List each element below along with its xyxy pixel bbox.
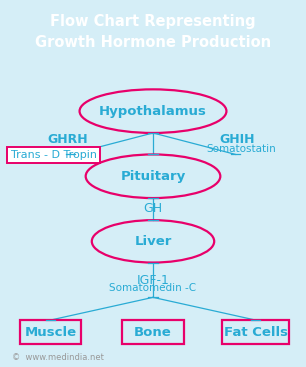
Text: GHIH: GHIH: [219, 134, 255, 146]
Text: Pituitary: Pituitary: [120, 170, 186, 183]
Text: GHRH: GHRH: [47, 134, 88, 146]
Text: Bone: Bone: [134, 326, 172, 339]
Text: Somatomedin -C: Somatomedin -C: [110, 283, 196, 293]
Text: IGF-1: IGF-1: [136, 274, 170, 287]
Text: Fat Cells: Fat Cells: [223, 326, 288, 339]
Text: Muscle: Muscle: [24, 326, 76, 339]
Text: Liver: Liver: [134, 235, 172, 248]
Text: ©  www.medindia.net: © www.medindia.net: [12, 353, 104, 363]
Text: Flow Chart Representing
Growth Hormone Production: Flow Chart Representing Growth Hormone P…: [35, 14, 271, 50]
Text: Hypothalamus: Hypothalamus: [99, 105, 207, 118]
Text: GH: GH: [144, 203, 162, 215]
Text: Somatostatin: Somatostatin: [207, 144, 277, 154]
Text: Trans - D Tropin: Trans - D Tropin: [11, 150, 97, 160]
